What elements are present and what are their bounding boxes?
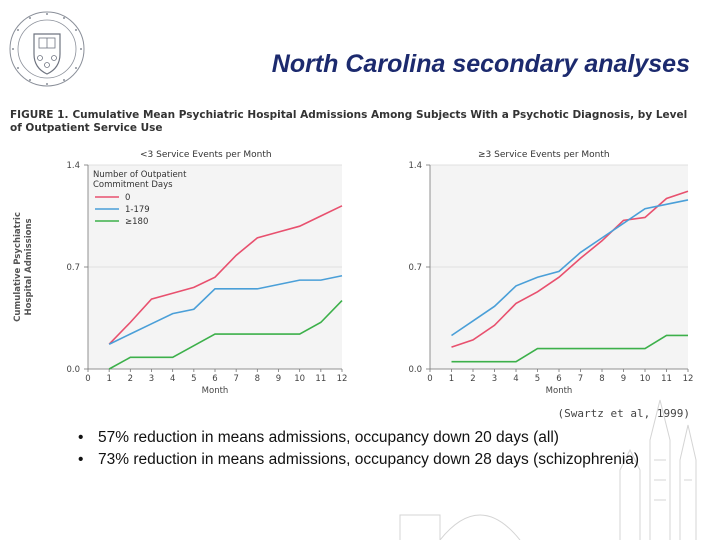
legend-entry: 1-179 — [125, 205, 150, 215]
x-tick-label: 9 — [276, 374, 281, 384]
x-tick-label: 3 — [492, 374, 497, 384]
legend-entry: 0 — [125, 193, 130, 203]
series-line-1-179 — [451, 199, 689, 337]
university-crest-icon — [9, 11, 85, 87]
y-tick-label: 0.0 — [66, 365, 80, 375]
x-tick-label: 0 — [427, 374, 432, 384]
x-tick-label: 2 — [128, 374, 133, 384]
x-tick-label: 4 — [513, 374, 518, 384]
charts-canvas: 0.00.71.40 1 2 3 4 5 6 7 8 9 10 11 12<3 Service Even… — [13, 150, 693, 396]
x-tick-label: 2 — [470, 374, 475, 384]
x-tick-label: 5 — [191, 374, 196, 384]
x-tick-label: 4 — [170, 374, 175, 384]
x-tick-label: 0 — [85, 374, 90, 384]
x-tick-label: 11 — [661, 374, 672, 384]
citation: (Swartz et al, 1999) — [557, 407, 690, 420]
legend-title: Number of Outpatient — [93, 170, 187, 180]
x-tick-label: 8 — [255, 374, 260, 384]
x-tick-label: 6 — [212, 374, 217, 384]
x-tick-label: 7 — [578, 374, 583, 384]
legend-entry: ≥180 — [125, 217, 148, 227]
chart-title: <3 Service Events per Month — [140, 150, 272, 160]
series-line-0 — [451, 190, 689, 348]
chart-title: ≥3 Service Events per Month — [478, 150, 610, 160]
y-axis-label-line: Hospital Admissions — [24, 218, 34, 315]
chart-panel-2: 0.00.71.40 1 2 3 4 5 6 7 8 9 10 11 12≥3 Service Even… — [408, 150, 693, 396]
series-line-≥180 — [108, 299, 343, 370]
figure-caption: FIGURE 1. Cumulative Mean Psychiatric Hos… — [10, 109, 700, 135]
x-tick-label: 12 — [683, 374, 694, 384]
legend-title: Commitment Days — [93, 180, 173, 190]
x-axis-label: Month — [546, 386, 573, 396]
chart-panel-1: 0.00.71.40 1 2 3 4 5 6 7 8 9 10 11 12<3 Service Even… — [13, 150, 347, 396]
figure-caption-text: Cumulative Mean Psychiatric Hospital Adm… — [10, 109, 688, 134]
x-tick-label: 5 — [535, 374, 540, 384]
x-tick-label: 1 — [449, 374, 454, 384]
x-tick-label: 11 — [315, 374, 326, 384]
y-tick-label: 1.4 — [408, 161, 422, 171]
bullet-list: 57% reduction in means admissions, occup… — [78, 428, 678, 472]
x-tick-label: 1 — [106, 374, 111, 384]
series-line-≥180 — [451, 334, 688, 363]
y-axis-label-line: Cumulative Psychiatric — [13, 212, 23, 322]
bullet-item: 57% reduction in means admissions, occup… — [78, 428, 678, 448]
x-tick-label: 9 — [621, 374, 626, 384]
y-axis-label: Cumulative PsychiatricHospital Admission… — [13, 212, 34, 322]
y-tick-label: 1.4 — [66, 161, 80, 171]
series-line-1-179 — [108, 274, 343, 345]
x-tick-label: 3 — [149, 374, 154, 384]
x-tick-label: 12 — [337, 374, 348, 384]
y-tick-label: 0.7 — [66, 263, 80, 273]
x-tick-label: 8 — [599, 374, 604, 384]
x-tick-label: 10 — [294, 374, 305, 384]
x-tick-label: 7 — [233, 374, 238, 384]
slide-title: North Carolina secondary analyses — [271, 50, 690, 78]
bullet-item: 73% reduction in means admissions, occup… — [78, 450, 678, 470]
x-tick-label: 6 — [556, 374, 561, 384]
y-tick-label: 0.7 — [408, 263, 422, 273]
series-line-0 — [108, 205, 343, 345]
x-axis-label: Month — [202, 386, 229, 396]
y-tick-label: 0.0 — [408, 365, 422, 375]
figure-label: FIGURE 1. — [10, 109, 69, 121]
x-tick-label: 10 — [640, 374, 651, 384]
